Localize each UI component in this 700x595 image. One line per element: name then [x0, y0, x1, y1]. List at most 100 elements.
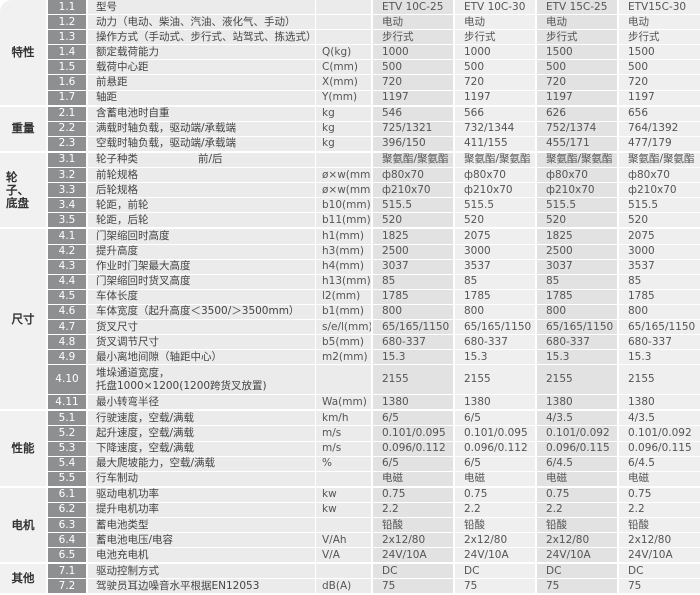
table-row: 6.4 蓄电池电压/电容 V/Ah 2x12/80 2x12/80 2x12/80 2x12…: [0, 533, 700, 549]
spec-value: ф210x70: [617, 183, 700, 199]
description-text: 蓄电池类型: [96, 518, 149, 531]
spec-value: 24V/10A: [535, 548, 617, 565]
description-text: 最大爬坡能力，空载/满载: [96, 457, 216, 470]
spec-value: ф80x70: [453, 168, 535, 184]
description-text: 含蓄电池时自重: [96, 107, 170, 120]
row-number: 2.3: [48, 136, 88, 153]
description-text: 前轮规格: [96, 168, 138, 181]
row-number: 4.1: [48, 229, 88, 245]
description-text: 驾驶员耳边噪音水平根据EN12053: [96, 579, 260, 592]
spec-value: 1785: [453, 289, 535, 305]
row-description: 最小离地间隙（轴距中心）: [88, 350, 315, 366]
spec-value: 24V/10A: [617, 548, 700, 565]
row-description: 门架缩回时高度: [88, 229, 315, 245]
row-number: 4.10: [48, 365, 88, 396]
spec-value: 800: [371, 304, 453, 320]
section-label: 性能: [0, 411, 48, 488]
spec-value: 15.3: [371, 350, 453, 366]
row-unit: [315, 564, 371, 580]
section-label-text: 轮子、底盘: [6, 169, 29, 210]
spec-value: 0.75: [453, 487, 535, 503]
spec-value: 680-337: [617, 335, 700, 351]
row-number: 2.2: [48, 121, 88, 137]
row-unit: s/e/l(mm): [315, 319, 371, 336]
description-text: 型号: [96, 0, 117, 13]
row-number: 5.1: [48, 411, 88, 427]
spec-value: 515.5: [617, 198, 700, 214]
row-description: 行驶速度，空载/满载: [88, 411, 315, 427]
table-row: 3.3 后轮规格 ø×w(mm) ф210x70 ф210x70 ф210x70 ф210x…: [0, 183, 700, 199]
row-description: 型号: [88, 0, 315, 16]
description-text: 轮子种类: [96, 153, 138, 166]
row-unit: b10(mm): [315, 198, 371, 214]
spec-value: 2.2: [617, 502, 700, 518]
spec-value: 520: [453, 213, 535, 230]
spec-value: 680-337: [453, 335, 535, 351]
spec-value: 0.75: [617, 487, 700, 503]
row-description: 轴距: [88, 90, 315, 107]
description-text: 动力（电动、柴油、汽油、液化气、手动）: [96, 15, 296, 28]
row-description: 载荷中心距: [88, 60, 315, 76]
row-description: 车体长度: [88, 289, 315, 305]
description-text: 行驶速度，空载/满载: [96, 411, 195, 424]
row-number: 6.4: [48, 533, 88, 549]
spec-value: ф80x70: [617, 168, 700, 184]
row-unit: kg: [315, 136, 371, 153]
spec-value: 85: [371, 274, 453, 290]
spec-value: 聚氨酯/聚氨酯: [371, 152, 453, 169]
spec-value: ф80x70: [535, 168, 617, 184]
spec-value: 电磁: [453, 471, 535, 488]
spec-value: 720: [453, 75, 535, 91]
row-description: 下降速度，空载/满载: [88, 441, 315, 457]
spec-value: 500: [535, 60, 617, 76]
spec-value: 1197: [371, 90, 453, 107]
row-description: 含蓄电池时自重: [88, 106, 315, 122]
spec-value: 65/165/1150: [453, 319, 535, 336]
spec-value: ф80x70: [371, 168, 453, 184]
spec-value: 85: [617, 274, 700, 290]
spec-value: 680-337: [535, 335, 617, 351]
row-number: 5.5: [48, 471, 88, 488]
table-row: 4.11 最小转弯半径 Wa(mm) 1380 1380 1380 1380: [0, 395, 700, 412]
spec-value: 铅酸: [535, 518, 617, 534]
spec-value: 电动: [535, 15, 617, 31]
row-number: 4.3: [48, 259, 88, 275]
row-number: 6.3: [48, 518, 88, 534]
row-number: 1.1: [48, 0, 88, 16]
description-text: 操作方式（手动式、步行式、站驾式、拣选式）: [96, 30, 315, 43]
row-description: 蓄电池类型: [88, 518, 315, 534]
spec-value: 720: [535, 75, 617, 91]
spec-value: ф210x70: [453, 183, 535, 199]
spec-value: ф210x70: [535, 183, 617, 199]
description-text: 最小离地间隙（轴距中心）: [96, 350, 222, 363]
spec-value: 步行式: [453, 30, 535, 46]
row-number: 4.9: [48, 350, 88, 366]
table-row: 4.6 车体宽度（起升高度＜3500/＞3500mm） b1(mm) 800 800 80…: [0, 304, 700, 320]
description-text: 空载时轴负载，驱动端/承载端: [96, 137, 237, 150]
row-number: 3.1: [48, 152, 88, 169]
table-row: 6.3 蓄电池类型 铅酸 铅酸 铅酸 铅酸: [0, 518, 700, 534]
table-row: 1.5 载荷中心距 C(mm) 500 500 500 500: [0, 60, 700, 76]
row-unit: ø×w(mm): [315, 168, 371, 184]
table-row: 5.5 行车制动 电磁 电磁 电磁 电磁: [0, 471, 700, 488]
spec-value: 1197: [453, 90, 535, 107]
row-unit: kg: [315, 121, 371, 137]
description-text: 车体宽度（起升高度＜3500/＞3500mm）: [96, 305, 300, 318]
spec-value: 546: [371, 106, 453, 122]
spec-value: 6/4.5: [535, 456, 617, 472]
row-unit: [315, 471, 371, 488]
spec-value: 0.75: [371, 487, 453, 503]
spec-value: 2.2: [453, 502, 535, 518]
row-number: 4.7: [48, 319, 88, 336]
section-label: 其他: [0, 564, 48, 595]
spec-value: 6/5: [371, 456, 453, 472]
table-row: 3.4 轮距，前轮 b10(mm) 515.5 515.5 515.5 515.5: [0, 198, 700, 214]
spec-value: 0.101/0.092: [617, 426, 700, 442]
spec-value: 515.5: [535, 198, 617, 214]
spec-value: 1825: [535, 229, 617, 245]
row-unit: [315, 152, 371, 169]
row-number: 6.2: [48, 502, 88, 518]
row-number: 3.2: [48, 168, 88, 184]
spec-value: 3037: [371, 259, 453, 275]
row-unit: dB(A): [315, 579, 371, 595]
